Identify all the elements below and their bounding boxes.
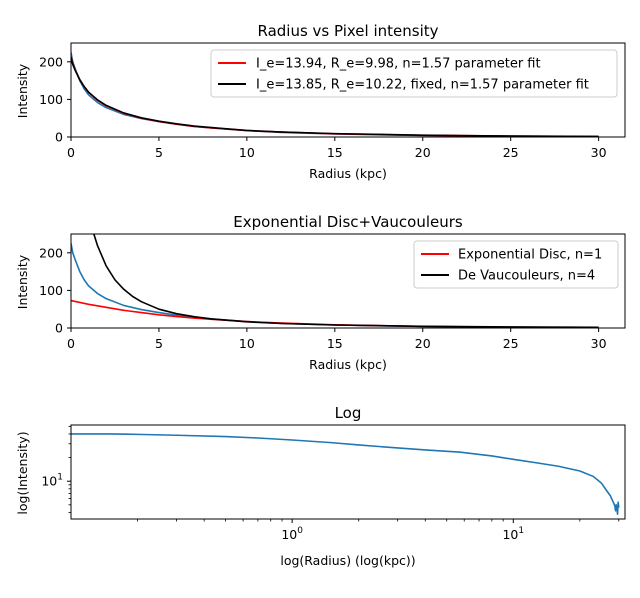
chart-3-x-tick-label: 101	[502, 526, 524, 542]
chart-1-x-tick-label: 5	[155, 145, 163, 160]
chart-1-y-axis-label: Intensity	[15, 63, 30, 118]
chart-1-series-group	[71, 52, 599, 137]
chart-2-x-axis-label: Radius (kpc)	[309, 357, 387, 372]
chart-1-series-2-i-e-13-85-r-e-10-22-fixed-n-1-57-parameter-fit-line	[71, 57, 599, 137]
chart-2-legend: Exponential Disc, n=1 De Vaucouleurs, n=…	[413, 240, 619, 289]
chart-3-y-ticks: 101	[41, 425, 71, 513]
chart-1-x-tick-label: 25	[503, 145, 519, 160]
chart-2-x-tick-label: 25	[503, 336, 519, 351]
chart-1-x-tick-label: 20	[415, 145, 431, 160]
chart-2: Exponential Disc+Vaucouleurs 0 5 10 15 20 25 3…	[15, 213, 626, 372]
chart-3-title: Log	[335, 404, 362, 422]
chart-1-x-tick-label: 30	[591, 145, 607, 160]
chart-3-x-tick-label: 100	[281, 526, 303, 542]
chart-1-legend: I_e=13.94, R_e=9.98, n=1.57 parameter fi…	[210, 49, 618, 98]
chart-3-series-0-data-line	[71, 433, 620, 515]
chart-1-x-axis-label: Radius (kpc)	[309, 166, 387, 181]
chart-1-legend-label-black: I_e=13.85, R_e=10.22, fixed, n=1.57 para…	[256, 78, 589, 93]
chart-2-x-tick-label: 5	[155, 336, 163, 351]
chart-2-y-tick-label: 200	[39, 245, 63, 260]
chart-2-y-tick-label: 0	[55, 321, 63, 336]
chart-2-legend-label-red: Exponential Disc, n=1	[458, 248, 602, 263]
chart-1-x-tick-label: 10	[239, 145, 255, 160]
chart-2-title: Exponential Disc+Vaucouleurs	[233, 213, 463, 231]
chart-1-plot-frame	[70, 42, 626, 138]
chart-3-x-ticks: 100 101	[137, 519, 620, 542]
chart-3-y-axis-label: log(Intensity)	[15, 431, 30, 514]
chart-1: Radius vs Pixel intensity 0 5 10 15 20 25 30 0…	[15, 22, 626, 181]
chart-3-plot-frame	[70, 424, 626, 520]
chart-2-legend-label-black: De Vaucouleurs, n=4	[458, 269, 595, 284]
chart-2-x-tick-label: 30	[591, 336, 607, 351]
chart-3-y-tick-label: 101	[41, 473, 63, 489]
chart-1-legend-box	[210, 49, 618, 98]
chart-3-x-axis-label: log(Radius) (log(kpc))	[280, 553, 415, 568]
chart-2-y-ticks: 0 100 200	[39, 245, 71, 336]
chart-2-y-axis-label: Intensity	[15, 254, 30, 309]
chart-3-series-group	[71, 433, 620, 515]
chart-2-plot-frame	[70, 233, 626, 329]
chart-1-y-tick-label: 0	[55, 130, 63, 145]
chart-1-legend-label-red: I_e=13.94, R_e=9.98, n=1.57 parameter fi…	[256, 57, 541, 72]
chart-1-x-ticks: 0 5 10 15 20 25 30	[67, 137, 607, 160]
chart-2-series-group	[71, 234, 599, 328]
chart-1-y-ticks: 0 100 200	[39, 54, 71, 145]
chart-2-x-tick-label: 20	[415, 336, 431, 351]
chart-3: Log 100 101 101 log(Radius) (log(kpc)) lo…	[15, 404, 626, 568]
chart-2-legend-box	[413, 240, 619, 289]
chart-2-x-tick-label: 10	[239, 336, 255, 351]
chart-2-series-2-de-vaucouleurs-n-4-line	[93, 234, 599, 328]
chart-1-y-tick-label: 100	[39, 92, 63, 107]
chart-1-x-tick-label: 15	[327, 145, 343, 160]
chart-1-x-tick-label: 0	[67, 145, 75, 160]
chart-1-title: Radius vs Pixel intensity	[257, 22, 438, 40]
chart-1-y-tick-label: 200	[39, 54, 63, 69]
chart-2-x-tick-label: 15	[327, 336, 343, 351]
chart-2-x-tick-label: 0	[67, 336, 75, 351]
chart-2-y-tick-label: 100	[39, 283, 63, 298]
chart-2-x-ticks: 0 5 10 15 20 25 30	[67, 328, 607, 351]
